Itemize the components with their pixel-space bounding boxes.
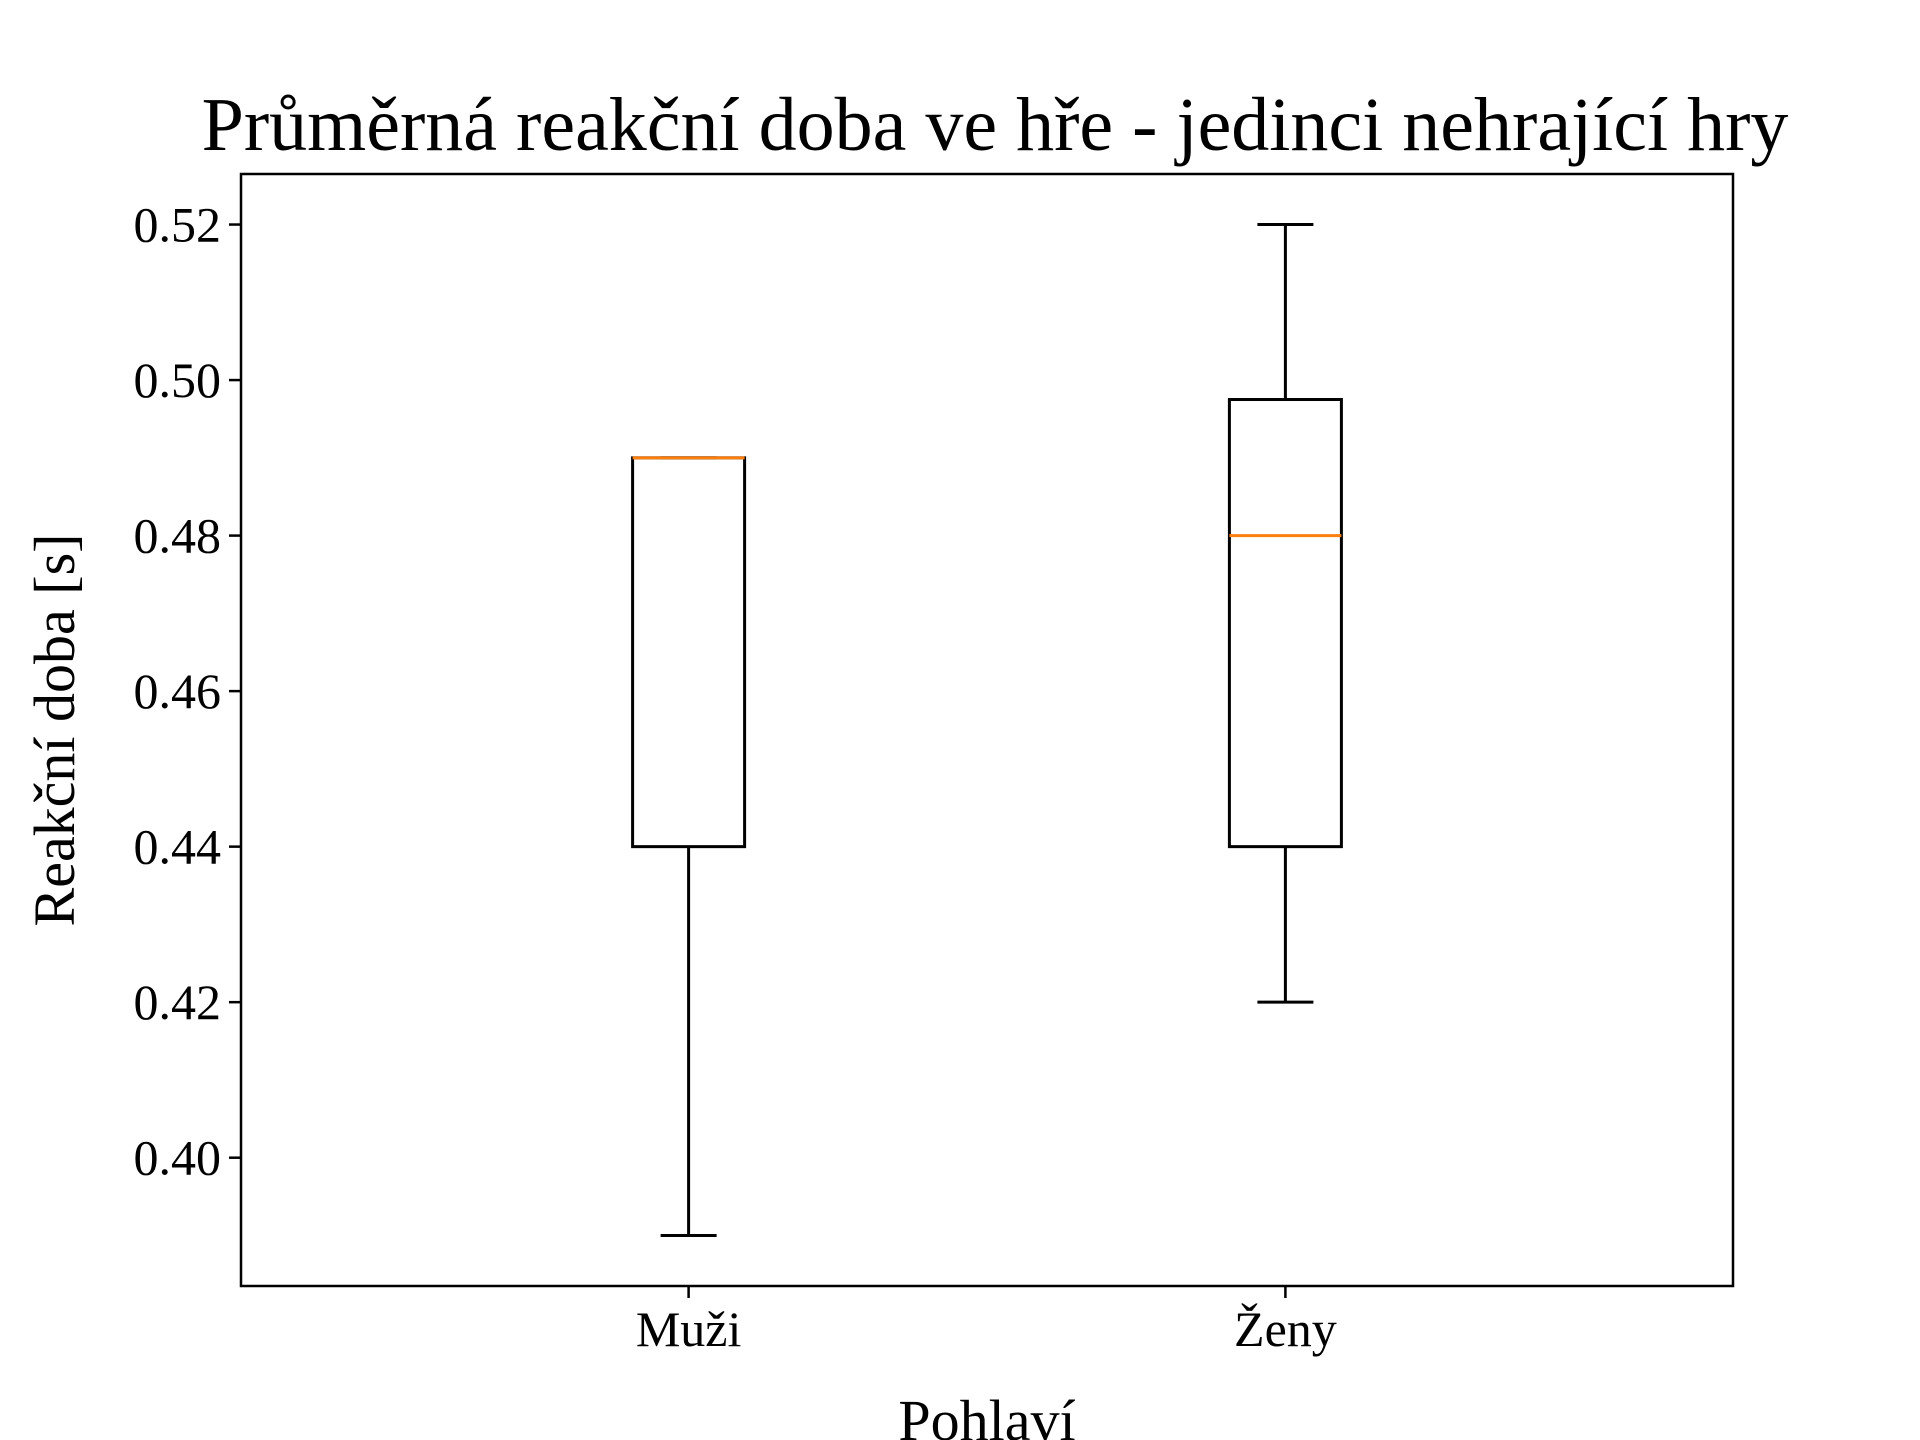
y-axis-label: Reakční doba [s] <box>22 534 87 927</box>
x-axis: Muži Ženy <box>636 1286 1337 1357</box>
box-series <box>631 223 1343 1237</box>
plot-area-frame <box>239 172 1735 1288</box>
y-tick-label: 0.46 <box>134 663 222 719</box>
y-tick-label: 0.48 <box>134 508 222 564</box>
y-axis: 0.40 0.42 0.44 0.46 0.48 0.50 0.52 <box>134 197 241 1186</box>
box-iqr <box>1227 398 1343 849</box>
y-tick-label: 0.50 <box>134 352 222 408</box>
box-group <box>631 456 747 1237</box>
y-tick-label: 0.42 <box>134 974 222 1030</box>
x-tick-label: Ženy <box>1234 1301 1337 1357</box>
box-group <box>1227 223 1343 1004</box>
x-tick-label: Muži <box>636 1301 742 1357</box>
chart-title: Průměrná reakční doba ve hře - jedinci n… <box>202 83 1789 167</box>
y-tick-label: 0.52 <box>134 197 222 253</box>
y-tick-label: 0.40 <box>134 1130 222 1186</box>
y-tick-label: 0.44 <box>134 819 222 875</box>
x-axis-label: Pohlaví <box>898 1388 1075 1440</box>
box-iqr <box>631 456 747 849</box>
